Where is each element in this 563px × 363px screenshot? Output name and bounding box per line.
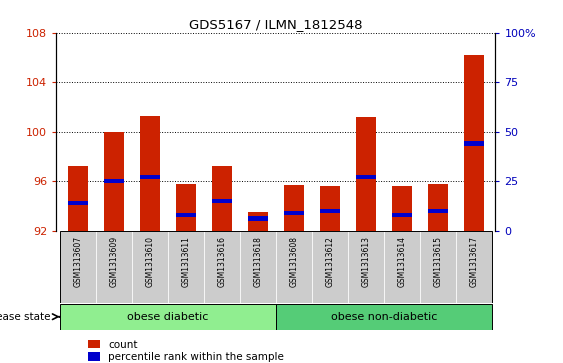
FancyBboxPatch shape — [348, 231, 384, 303]
Bar — [176, 184, 196, 231]
Text: GSM1313613: GSM1313613 — [361, 236, 370, 287]
Bar — [464, 55, 484, 231]
Text: disease state: disease state — [0, 312, 51, 322]
Bar — [392, 212, 412, 217]
FancyBboxPatch shape — [384, 231, 420, 303]
FancyBboxPatch shape — [60, 231, 96, 303]
Bar — [320, 186, 339, 231]
Bar — [68, 166, 88, 231]
Bar — [104, 179, 124, 183]
Bar — [428, 209, 448, 213]
Bar — [284, 185, 304, 231]
FancyBboxPatch shape — [60, 303, 276, 330]
Text: GSM1313607: GSM1313607 — [73, 236, 82, 287]
Bar — [320, 209, 339, 213]
Text: obese non-diabetic: obese non-diabetic — [330, 312, 437, 322]
Text: GSM1313609: GSM1313609 — [109, 236, 118, 287]
Bar — [284, 211, 304, 215]
Text: GSM1313614: GSM1313614 — [397, 236, 406, 287]
Text: GSM1313615: GSM1313615 — [434, 236, 443, 287]
Bar — [392, 186, 412, 231]
Title: GDS5167 / ILMN_1812548: GDS5167 / ILMN_1812548 — [189, 19, 363, 32]
Bar — [104, 132, 124, 231]
Bar — [464, 141, 484, 146]
Text: GSM1313608: GSM1313608 — [289, 236, 298, 287]
FancyBboxPatch shape — [420, 231, 456, 303]
FancyBboxPatch shape — [276, 303, 492, 330]
Text: GSM1313610: GSM1313610 — [145, 236, 154, 287]
FancyBboxPatch shape — [312, 231, 348, 303]
FancyBboxPatch shape — [168, 231, 204, 303]
Text: GSM1313618: GSM1313618 — [253, 236, 262, 287]
Bar — [212, 166, 232, 231]
Text: GSM1313617: GSM1313617 — [470, 236, 479, 287]
FancyBboxPatch shape — [456, 231, 492, 303]
Bar — [356, 117, 376, 231]
FancyBboxPatch shape — [132, 231, 168, 303]
Text: GSM1313611: GSM1313611 — [181, 236, 190, 287]
FancyBboxPatch shape — [240, 231, 276, 303]
Bar — [68, 201, 88, 205]
FancyBboxPatch shape — [96, 231, 132, 303]
Text: obese diabetic: obese diabetic — [127, 312, 208, 322]
Bar — [212, 199, 232, 203]
Bar — [428, 184, 448, 231]
Legend: count, percentile rank within the sample: count, percentile rank within the sample — [83, 335, 288, 363]
Text: GSM1313616: GSM1313616 — [217, 236, 226, 287]
Bar — [140, 175, 160, 179]
Bar — [140, 115, 160, 231]
FancyBboxPatch shape — [276, 231, 312, 303]
Bar — [248, 216, 268, 221]
Bar — [248, 212, 268, 231]
Text: GSM1313612: GSM1313612 — [325, 236, 334, 287]
FancyBboxPatch shape — [204, 231, 240, 303]
Bar — [356, 175, 376, 179]
Bar — [176, 212, 196, 217]
